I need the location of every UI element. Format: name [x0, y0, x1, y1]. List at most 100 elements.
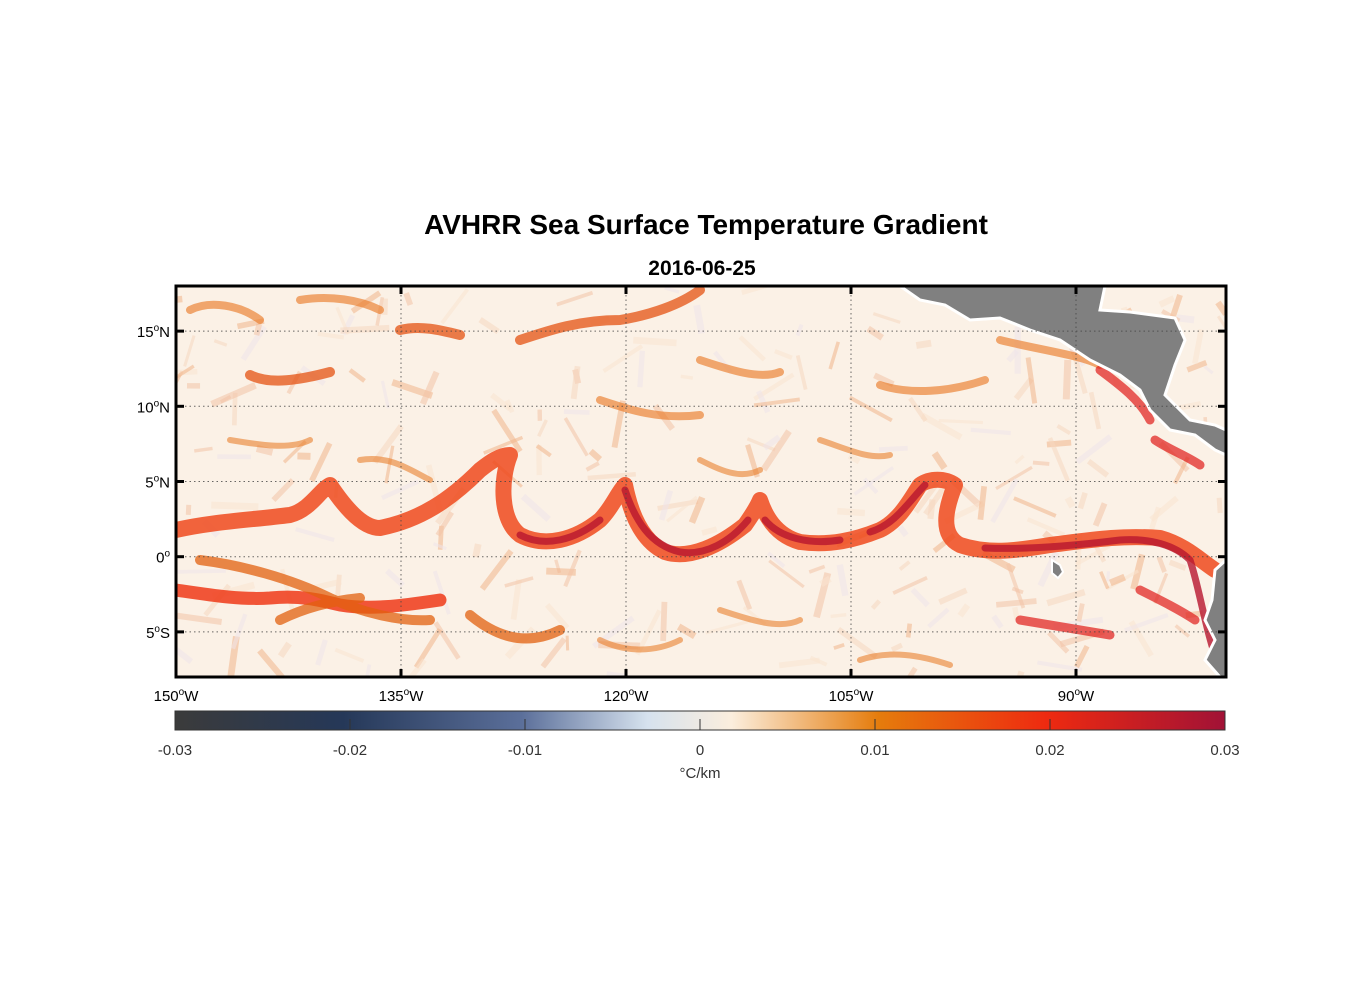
longitude-labels: 150oW 135oW 120oW 105oW 90oW — [154, 687, 1095, 705]
texture-streak — [403, 292, 414, 306]
texture-streak — [1076, 603, 1085, 622]
texture-streak — [633, 336, 677, 347]
texture-streak — [334, 647, 365, 663]
texture-streak — [253, 323, 262, 336]
colorbar-tick-label: 0.01 — [860, 742, 889, 759]
texture-streak — [563, 409, 590, 415]
texture-streak — [768, 559, 805, 589]
texture-streak — [1056, 424, 1072, 436]
texture-streak — [297, 452, 311, 460]
lon-tick-label: 90oW — [1058, 687, 1095, 705]
texture-streak — [872, 312, 901, 324]
lat-tick-label: 0o — [156, 549, 170, 567]
texture-streak — [295, 527, 335, 543]
texture-streak — [1158, 295, 1176, 308]
texture-streak — [1173, 456, 1190, 485]
texture-streak — [833, 642, 845, 650]
texture-streak — [879, 445, 908, 452]
texture-streak — [1099, 570, 1110, 590]
texture-streak — [1025, 357, 1038, 404]
texture-streak — [231, 392, 238, 426]
texture-streak — [760, 429, 792, 472]
texture-streak — [1088, 391, 1102, 430]
texture-streak — [830, 612, 847, 619]
texture-streak — [873, 372, 895, 388]
texture-streak — [602, 344, 644, 373]
texture-streak — [778, 657, 821, 669]
texture-streak — [635, 609, 662, 656]
colorbar-tick-label: -0.02 — [333, 742, 367, 759]
texture-streak — [537, 419, 548, 438]
texture-streak — [866, 325, 884, 341]
texture-streak — [756, 390, 771, 414]
lat-tick-label: 5oS — [146, 624, 170, 642]
texture-streak — [753, 372, 795, 401]
texture-streak — [1064, 496, 1076, 509]
texture-streak — [1037, 660, 1083, 672]
texture-streak — [736, 579, 753, 611]
northern-front-2 — [186, 294, 1104, 421]
texture-streak — [990, 478, 1019, 524]
texture-streak — [432, 570, 451, 615]
lon-tick-label: 105oW — [829, 687, 875, 705]
texture-streak — [1124, 612, 1169, 633]
texture-streak — [658, 489, 674, 521]
texture-streak — [1006, 562, 1026, 609]
texture-streak — [380, 380, 390, 409]
lat-tick-label: 5oN — [145, 474, 170, 492]
texture-streak — [1062, 359, 1072, 400]
texture-streak — [1011, 586, 1024, 595]
texture-streak — [957, 603, 971, 618]
texture-streak — [213, 339, 228, 347]
texture-streak — [741, 286, 769, 295]
southern-front — [176, 583, 447, 614]
texture-streak — [1075, 434, 1113, 465]
colorbar-tick-label: -0.03 — [158, 742, 192, 759]
texture-streak — [563, 417, 589, 457]
texture-streak — [211, 501, 259, 511]
colorbar-tick-labels: -0.03 -0.02 -0.01 0 0.01 0.02 0.03 — [158, 742, 1240, 759]
texture-streak — [1037, 550, 1060, 588]
lon-tick-label: 120oW — [604, 687, 650, 705]
texture-streak — [1203, 365, 1214, 375]
texture-streak — [931, 451, 948, 471]
texture-streak — [176, 370, 184, 403]
texture-streak — [317, 331, 345, 340]
colorbar-tick-label: -0.01 — [508, 742, 542, 759]
lon-tick-label: 150oW — [154, 687, 200, 705]
figure-title: AVHRR Sea Surface Temperature Gradient — [424, 209, 988, 240]
texture-streak — [183, 335, 196, 367]
texture-streak — [611, 400, 626, 449]
texture-streak — [491, 408, 523, 453]
texture-streak — [836, 627, 878, 659]
texture-streak — [795, 323, 804, 337]
texture-streak — [660, 601, 668, 642]
texture-streak — [391, 379, 434, 399]
southern-branch — [195, 555, 565, 644]
texture-streak — [348, 368, 366, 383]
texture-streak — [585, 461, 600, 472]
equatorial-front-core — [516, 481, 1224, 674]
thermal-fronts — [176, 286, 1224, 674]
texture-streak — [520, 493, 551, 522]
texture-streak — [1014, 454, 1025, 465]
texture-streak — [1128, 620, 1154, 658]
texture-streak — [897, 525, 909, 538]
texture-streak — [762, 434, 781, 451]
texture-streak — [938, 418, 983, 425]
texture-streak — [540, 637, 567, 669]
colorbar-units: °C/km — [680, 765, 721, 782]
texture-streak — [479, 549, 514, 591]
texture-streak — [774, 349, 793, 360]
texture-streak — [701, 526, 718, 536]
gradient-field — [176, 286, 1226, 677]
texture-streak — [995, 465, 1033, 490]
texture-streak — [1174, 624, 1191, 638]
map-frame-ticks — [174, 286, 1226, 677]
texture-streak — [753, 397, 801, 408]
galapagos-islands — [1051, 558, 1065, 580]
texture-streak — [217, 454, 251, 460]
texture-streak — [440, 288, 470, 325]
texture-streak — [472, 543, 482, 558]
texture-streak — [848, 395, 893, 423]
